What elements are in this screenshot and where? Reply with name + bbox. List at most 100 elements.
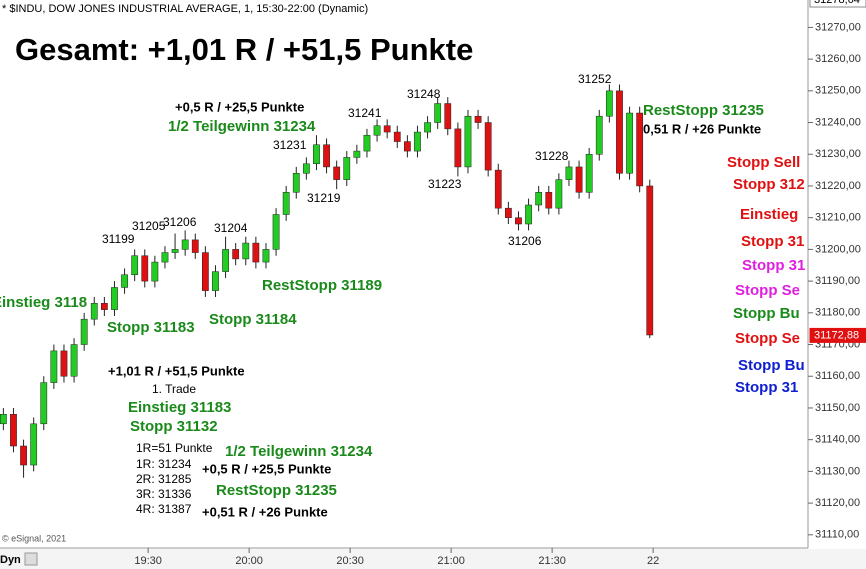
candle-body <box>626 112 633 174</box>
y-tick-label: 31110,00 <box>815 529 859 541</box>
candle-body <box>605 90 613 117</box>
candle-body <box>575 166 583 193</box>
candle-body <box>212 271 219 291</box>
annotation: 31252 <box>578 72 612 86</box>
y-tick-label: 31130,00 <box>815 465 860 477</box>
candle-body <box>454 128 462 168</box>
x-tick-label: 19:30 <box>134 555 162 567</box>
candle-body <box>595 115 603 155</box>
candle-body <box>383 125 391 133</box>
annotation: Stopp Se <box>735 330 800 347</box>
candle-body <box>161 252 169 263</box>
y-tick-label: 31180,00 <box>815 307 860 319</box>
candle-body <box>585 154 593 193</box>
candle-body <box>292 173 300 193</box>
y-tick-label: 31210,00 <box>815 212 861 224</box>
annotation: RestStopp 31235 <box>643 102 764 119</box>
candle-body <box>565 166 573 180</box>
candle-body <box>525 204 532 225</box>
annotation: Stopp 31 <box>742 257 805 274</box>
candle-body <box>181 239 189 250</box>
candle-body <box>70 344 78 377</box>
annotation: 31206 <box>163 215 197 229</box>
candle-body <box>393 131 401 142</box>
candle-body <box>555 179 563 209</box>
y-tick-label: 31150,00 <box>815 402 860 414</box>
candle-body <box>323 144 330 168</box>
annotation: Stopp 31132 <box>130 418 218 435</box>
copyright: © eSignal, 2021 <box>2 533 66 543</box>
candle-body <box>515 217 522 225</box>
annotation: Stopp Bu <box>738 357 805 374</box>
candle-body <box>0 414 7 425</box>
annotation: +0,5 R / +25,5 Punkte <box>202 461 331 476</box>
y-tick-label: 31240,00 <box>815 116 861 128</box>
annotation: 3R: 31336 <box>136 487 192 501</box>
candle-body <box>50 350 58 383</box>
interval-button[interactable] <box>24 552 38 566</box>
annotation: 31248 <box>407 87 441 101</box>
candle-body <box>121 274 128 288</box>
candle-body <box>353 150 361 158</box>
annotation: 1R: 31234 <box>136 457 192 471</box>
interval-label[interactable]: Dyn <box>0 554 21 566</box>
annotation: Einstieg 31183 <box>128 399 231 416</box>
price-box-label: 31278,64 <box>814 0 860 6</box>
candle-body <box>444 103 452 130</box>
candle-body <box>10 414 17 447</box>
candle-body <box>30 423 38 466</box>
candle-body <box>343 157 351 180</box>
x-tick-label: 20:30 <box>336 555 364 567</box>
annotation: Stopp 31 <box>741 233 804 250</box>
chart-header: * $INDU, DOW JONES INDUSTRIAL AVERAGE, 1… <box>2 3 368 15</box>
candle-body <box>282 192 290 215</box>
candle-body <box>535 192 543 206</box>
candle-body <box>373 125 381 136</box>
candle-body <box>20 445 27 466</box>
candle-body <box>616 90 623 174</box>
y-tick-label: 31160,00 <box>815 370 860 382</box>
candle-body <box>252 242 260 263</box>
plot-area: Gesamt: +1,01 R / +51,5 Punkte +0,5 R / +… <box>0 32 805 519</box>
candle-body <box>141 255 149 282</box>
annotation: 4R: 31387 <box>136 502 192 516</box>
candle-body <box>232 249 240 260</box>
price-box-label: 31172,88 <box>814 329 859 341</box>
candle-body <box>484 122 492 171</box>
y-tick-label: 31250,00 <box>815 85 861 97</box>
annotation: 1/2 Teilgewinn 31234 <box>225 443 373 460</box>
y-tick-label: 31270,00 <box>815 21 861 33</box>
annotation: 31204 <box>214 221 248 235</box>
candle-body <box>171 249 179 253</box>
annotation: Stopp 31 <box>735 379 798 396</box>
candle-body <box>201 252 209 291</box>
candle-body <box>262 249 270 263</box>
annotation: Stopp Sell <box>727 154 800 171</box>
candle-body <box>414 131 421 152</box>
candle-body <box>545 192 553 209</box>
annotation: 31223 <box>428 177 462 191</box>
candle-body <box>40 382 48 425</box>
annotation: 0,51 R / +26 Punkte <box>643 121 761 136</box>
candle-body <box>333 166 341 180</box>
candle-body <box>242 242 250 260</box>
y-tick-label: 31200,00 <box>815 243 861 255</box>
y-tick-label: 31120,00 <box>815 497 860 509</box>
candle-body <box>272 214 280 250</box>
annotation: 1. Trade <box>152 382 196 396</box>
candle-body <box>60 350 68 377</box>
annotation: +0,5 R / +25,5 Punkte <box>175 99 304 114</box>
candle-body <box>313 144 320 165</box>
y-tick-label: 31190,00 <box>815 275 860 287</box>
annotation: Einstieg <box>740 206 798 223</box>
annotation: 31206 <box>508 234 542 248</box>
candle-body <box>646 185 654 336</box>
annotation: +0,51 R / +26 Punkte <box>202 504 328 519</box>
annotation: Stopp Se <box>735 282 800 299</box>
y-tick-label: 31260,00 <box>815 53 861 65</box>
x-tick-label: 21:30 <box>538 555 566 567</box>
candle-body <box>636 112 644 187</box>
candle-body <box>403 141 411 152</box>
annotation: 31219 <box>307 191 341 205</box>
candle-body <box>434 103 442 123</box>
